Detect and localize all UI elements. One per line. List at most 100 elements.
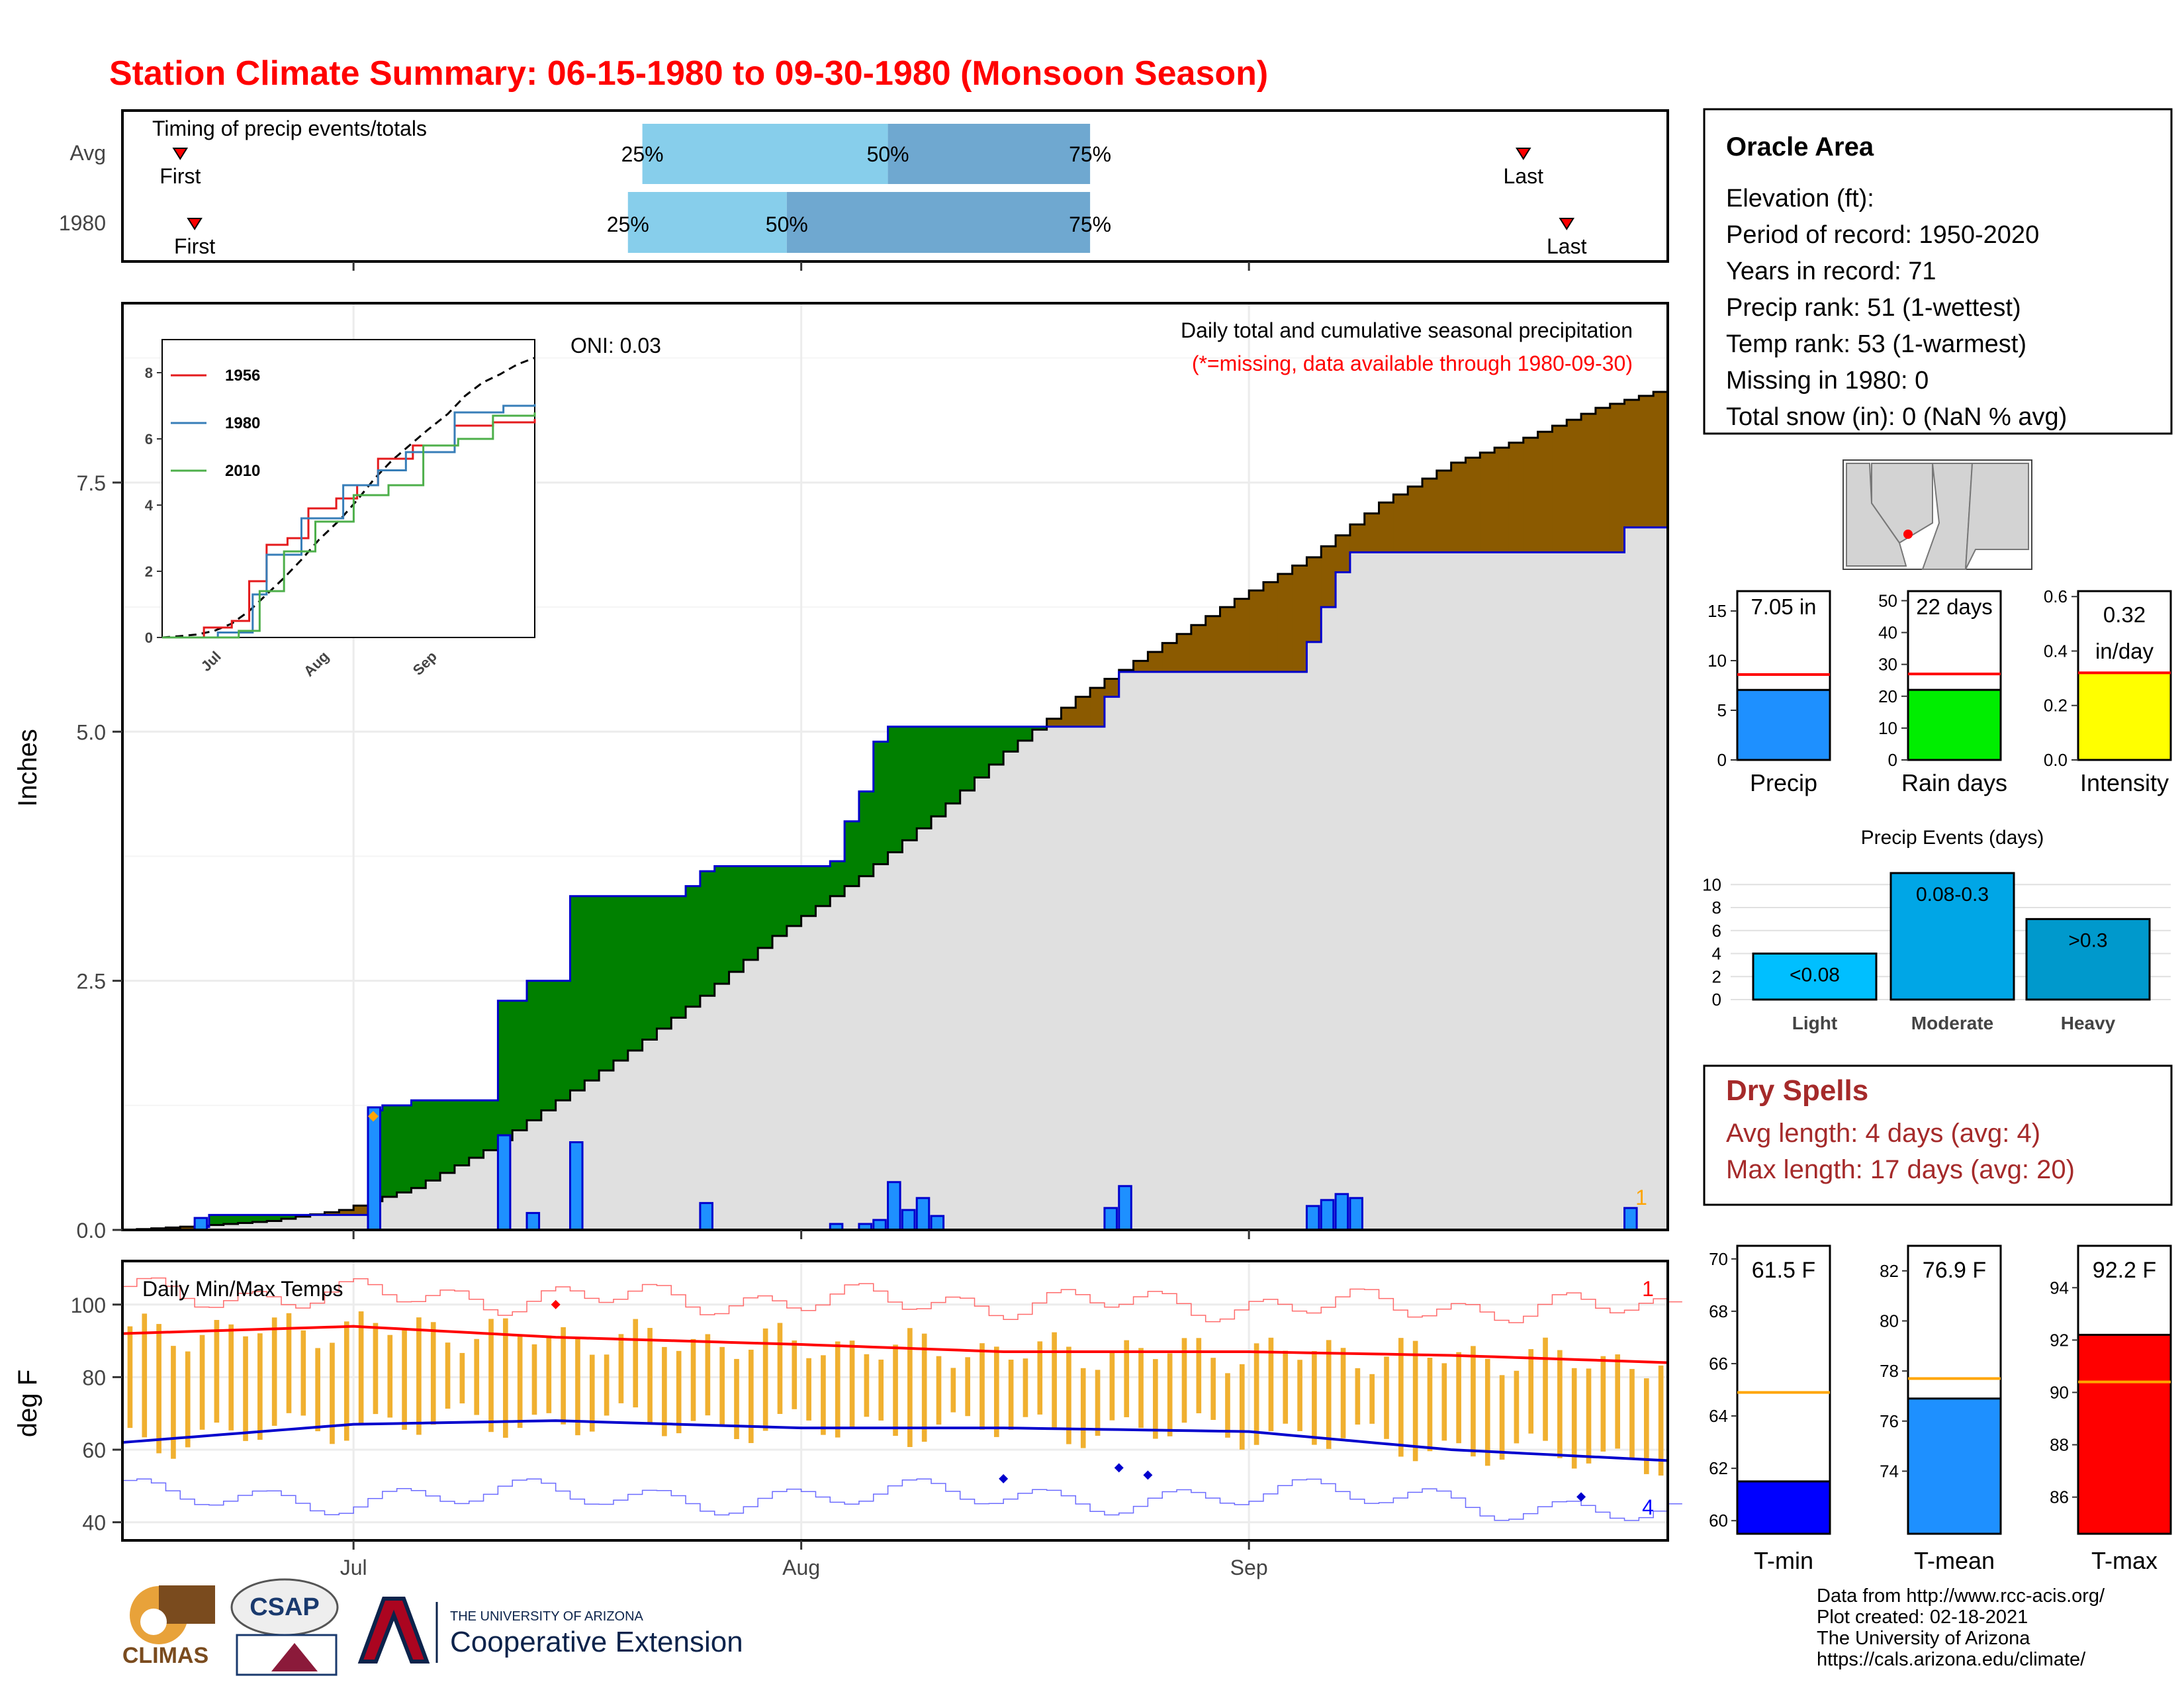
temp-summary-tick-label: 78 — [1880, 1361, 1899, 1381]
surplus-area — [945, 726, 961, 804]
temp-summary-tick-label: 82 — [1880, 1261, 1899, 1281]
events-bar-value-label: <0.08 — [1790, 964, 1840, 986]
temp-summary-value-label: 61.5 F — [1752, 1258, 1815, 1283]
deficit-area — [1364, 513, 1380, 553]
daily-temp-range-bar — [618, 1334, 624, 1403]
daily-temp-range-bar — [1138, 1348, 1144, 1429]
daily-precip-bar — [930, 1215, 945, 1231]
events-y-tick-label: 10 — [1702, 874, 1721, 894]
station-detail-line: Missing in 1980: 0 — [1726, 367, 1929, 395]
temp-summary-tick-label: 68 — [1709, 1301, 1728, 1321]
daily-temp-range-bar — [1427, 1358, 1433, 1452]
precip-y-axis: 0.0 2.5 5.0 7.5 — [77, 471, 122, 1243]
daily-temp-range-bar — [849, 1340, 855, 1427]
deficit-area — [353, 1205, 369, 1215]
precip-frame — [121, 302, 1669, 1231]
temp-summary-tick-label: 94 — [2050, 1278, 2069, 1297]
map-region-new-mexico — [1965, 463, 2029, 570]
precip-y-tick-label: 7.5 — [77, 471, 106, 495]
inset-series-line — [162, 412, 536, 639]
climas-logo-text: CLIMAS — [122, 1643, 208, 1668]
timing-avg-q-label: 50% — [867, 142, 909, 166]
events-title: Precip Events (days) — [1861, 827, 2044, 849]
surplus-area — [671, 896, 686, 1018]
daily-precip-bar — [525, 1211, 541, 1231]
events-x-tick-label: Light — [1792, 1013, 1837, 1033]
daily-precip-bar — [901, 1209, 916, 1231]
summary-bar-tick-label: 15 — [1707, 601, 1727, 621]
daily-temp-range-bar — [1268, 1337, 1274, 1431]
csap-logo-text: CSAP — [250, 1593, 320, 1621]
summary-bar-tick-label: 5 — [1717, 700, 1727, 720]
daily-temp-range-bar — [1557, 1350, 1563, 1458]
csap-mountain-icon — [271, 1643, 318, 1671]
summary-bar-value-label: 22 days — [1916, 594, 1993, 619]
daily-temp-range-bar — [575, 1336, 580, 1436]
daily-precip-bar — [887, 1181, 901, 1231]
summary-bar-tick-label: 50 — [1878, 590, 1897, 610]
surplus-area — [498, 1000, 513, 1141]
inset-series-line — [162, 404, 536, 639]
summary-bar-tick-label: 10 — [1707, 651, 1727, 671]
temp-summary-value-bar — [2077, 1333, 2172, 1535]
deficit-area — [1349, 524, 1365, 553]
surplus-area — [627, 896, 643, 1051]
surplus-area — [1003, 726, 1019, 752]
events-y-tick-label: 8 — [1712, 898, 1721, 917]
surplus-area — [541, 980, 557, 1111]
summary-bar-tick-label: 0.6 — [2044, 586, 2068, 606]
temp-count-min: 4 — [1642, 1495, 1654, 1519]
oni-value: ONI: 0.03 — [570, 334, 661, 357]
record-temp-marker — [1143, 1470, 1153, 1480]
precip-corner-count: 1 — [1635, 1186, 1647, 1209]
surplus-area — [267, 1215, 282, 1221]
daily-precip-bar — [1305, 1205, 1320, 1231]
deficit-area — [1336, 535, 1351, 573]
surplus-area — [686, 886, 701, 1007]
summary-bar-label: Intensity — [2080, 769, 2169, 796]
surplus-area — [974, 726, 989, 778]
precip-y-tick-label: 0.0 — [77, 1219, 106, 1243]
daily-temp-range-bar — [430, 1322, 436, 1425]
surplus-area — [613, 896, 629, 1061]
record-max-temp-line — [122, 1277, 1682, 1323]
daily-temp-range-bar — [893, 1344, 898, 1436]
surplus-area — [411, 1100, 426, 1188]
temp-summary-value-bar — [1907, 1397, 2002, 1535]
daily-temp-range-bar — [1456, 1352, 1461, 1444]
deficit-area — [1118, 669, 1134, 672]
daily-temp-range-bar — [286, 1313, 292, 1413]
summary-bar-value — [1907, 688, 2002, 761]
climas-logo: CLIMAS — [122, 1585, 215, 1668]
daily-temp-range-bar — [228, 1324, 234, 1430]
summary-bar-label: Precip — [1750, 769, 1817, 796]
surplus-area — [223, 1215, 239, 1224]
climas-mark-shape — [159, 1585, 215, 1624]
surplus-area — [960, 726, 976, 791]
temp-summary-value-label: 92.2 F — [2093, 1258, 2156, 1283]
inset-y-tick-label: 2 — [145, 563, 153, 580]
daily-temp-range-bar — [1643, 1378, 1649, 1474]
daily-temp-range-bar — [358, 1311, 364, 1425]
summary-bar-tick-label: 0 — [1888, 750, 1897, 770]
daily-temp-range-bar — [1225, 1373, 1230, 1438]
timing-1980-q25-q50-band — [627, 192, 787, 253]
timing-avg-q25-q50-band — [642, 124, 888, 184]
surplus-area — [772, 866, 788, 936]
summary-bar-tick-label: 0.4 — [2044, 641, 2068, 661]
daily-temp-range-bar — [1326, 1340, 1332, 1449]
temp-summary-tick-label: 92 — [2050, 1330, 2069, 1350]
daily-temp-range-bar — [1023, 1358, 1028, 1417]
station-details: Elevation (ft): Period of record: 1950-20… — [1726, 185, 2067, 431]
surplus-area — [873, 741, 889, 865]
summary-bar-value-label: 7.05 in — [1751, 594, 1816, 619]
daily-temp-range-bar — [1600, 1356, 1606, 1452]
inset-y-tick-label: 6 — [145, 431, 153, 447]
timing-1980-q50-q75-band — [786, 192, 1091, 253]
deficit-area — [1205, 616, 1221, 672]
inset-legend-label: 2010 — [225, 462, 260, 480]
daily-temp-range-bar — [1196, 1338, 1202, 1413]
avg-min-temp-line — [122, 1419, 1668, 1462]
x-tick-label: Sep — [1230, 1556, 1268, 1579]
ua-extension-text: Cooperative Extension — [450, 1626, 743, 1658]
